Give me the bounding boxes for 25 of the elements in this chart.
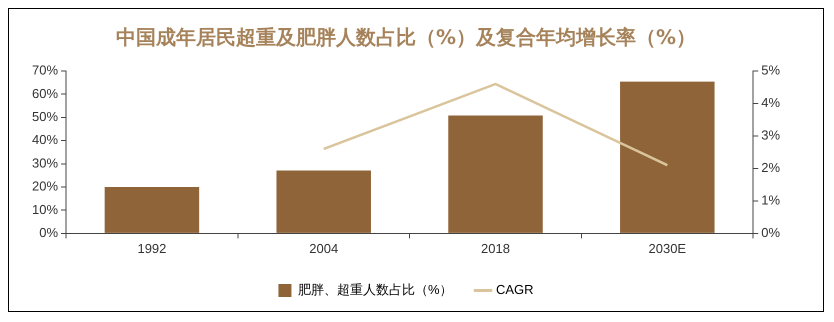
legend-label: CAGR	[496, 282, 534, 298]
y2-tick-label: 0%	[761, 224, 780, 240]
x-tick-label: 1992	[137, 240, 166, 256]
y2-tick-label: 3%	[761, 128, 780, 143]
legend-label: 肥胖、超重人数占比（%）	[298, 282, 453, 298]
y-tick-label: 30%	[32, 155, 58, 170]
x-tick-label: 2030E	[648, 240, 686, 256]
y-tick-label: 50%	[32, 108, 58, 124]
y2-tick-label: 5%	[761, 62, 780, 78]
y-tick-label: 10%	[32, 202, 58, 217]
y-tick-label: 40%	[32, 132, 58, 148]
bar	[620, 82, 715, 233]
y-tick-label: 0%	[39, 224, 58, 240]
y-tick-label: 20%	[32, 178, 58, 194]
x-tick-label: 2004	[309, 240, 338, 256]
chart-title: 中国成年居民超重及肥胖人数占比（%）及复合年均增长率（%）	[116, 25, 696, 50]
bar	[276, 170, 371, 233]
bar	[104, 187, 200, 233]
y2-tick-label: 1%	[761, 192, 780, 208]
y2-tick-label: 2%	[761, 160, 780, 176]
y-tick-label: 70%	[32, 62, 58, 78]
y-tick-label: 60%	[32, 86, 58, 101]
y2-tick-label: 4%	[761, 95, 780, 110]
x-tick-label: 2018	[481, 240, 510, 256]
bar	[448, 116, 543, 233]
